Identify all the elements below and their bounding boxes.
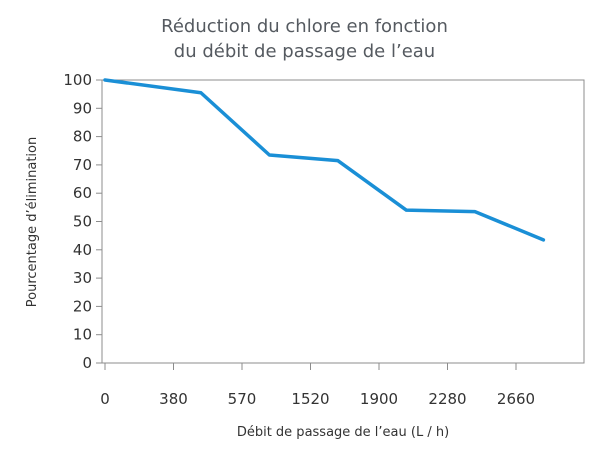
y-tick-label: 50 [73,213,92,231]
chart-title-line-1: Réduction du chlore en fonction [161,16,448,37]
x-axis: 0 380 570 1520 1900 2280 2660 [100,363,535,408]
x-tick-label: 2660 [497,390,535,408]
y-tick-label: 0 [82,354,92,372]
y-axis-label: Pourcentage d’élimination [25,137,40,307]
y-tick-label: 30 [73,269,92,287]
x-tick-label: 570 [228,390,257,408]
y-tick-label: 80 [73,128,92,146]
y-tick-label: 40 [73,241,92,259]
y-tick-label: 10 [73,326,92,344]
chart-title-line-2: du débit de passage de l’eau [173,41,436,62]
y-axis: 0 10 20 30 40 50 60 70 80 90 100 [63,71,102,372]
x-tick-label: 0 [100,390,110,408]
series-line [103,78,546,242]
x-axis-label: Débit de passage de l’eau (L / h) [237,425,449,440]
data-series [103,78,546,242]
y-tick-label: 20 [73,297,92,315]
plot-area-frame [101,79,585,364]
y-tick-label: 90 [73,99,92,117]
x-tick-label: 380 [159,390,188,408]
x-tick-label: 1520 [291,390,329,408]
chart-title: Réduction du chlore en fonction du débit… [0,14,609,64]
y-tick-label: 60 [73,184,92,202]
y-tick-label: 100 [63,71,92,89]
x-tick-label: 1900 [360,390,398,408]
y-tick-label: 70 [73,156,92,174]
x-tick-label: 2280 [428,390,466,408]
